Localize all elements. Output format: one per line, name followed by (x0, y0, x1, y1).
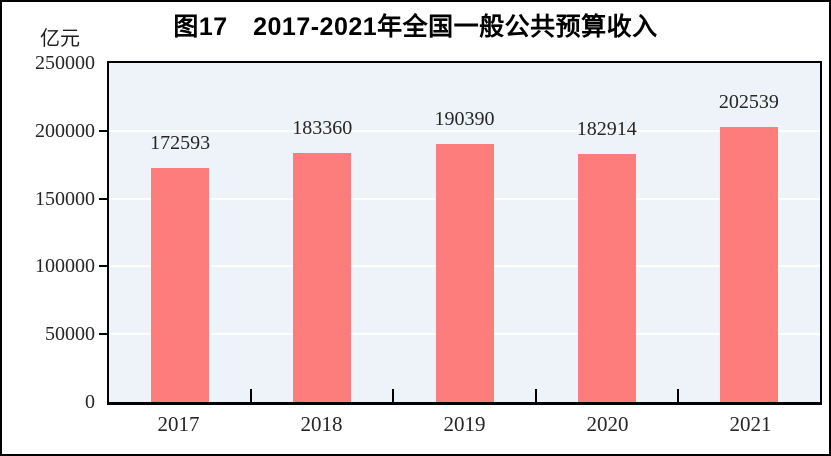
bar-2020 (577, 153, 636, 402)
x-axis-tick (392, 389, 395, 402)
x-axis-tick-label: 2017 (157, 412, 200, 436)
chart-title: 图17 2017-2021年全国一般公共预算收入 (173, 13, 658, 41)
y-axis-tick (99, 265, 107, 268)
y-axis-tick-label: 0 (85, 391, 95, 413)
y-axis-unit-label: 亿元 (40, 28, 80, 50)
x-axis-tick-labels: 2017 2018 2019 2020 2021 (107, 412, 822, 437)
x-axis-tick-label: 2020 (586, 412, 629, 436)
bar-2018 (293, 153, 352, 402)
bar-value-label: 172593 (150, 131, 211, 154)
bar-group-2021: 202539 (678, 63, 820, 402)
y-axis-tick-label: 50000 (45, 323, 95, 346)
x-axis-tick (534, 389, 537, 402)
bar-group-2017: 172593 (109, 63, 251, 402)
y-axis-tick-label: 200000 (35, 119, 95, 142)
y-axis-tick (99, 129, 107, 132)
bar-value-label: 190390 (434, 107, 495, 130)
bar-group-2020: 182914 (536, 63, 678, 402)
x-axis-tick-label: 2021 (729, 412, 772, 436)
y-axis-ticks (99, 63, 107, 402)
y-axis-tick (99, 197, 107, 200)
x-axis-tick-label: 2018 (300, 412, 343, 436)
plot-area: 172593 183360 190390 182914 202539 (107, 61, 822, 405)
gridline (109, 129, 820, 132)
bar-value-label: 182914 (576, 117, 637, 140)
bar-2017 (151, 167, 210, 402)
x-axis-tick (676, 389, 679, 402)
y-axis-tick-label: 150000 (35, 187, 95, 210)
x-axis-tick (250, 389, 253, 402)
x-axis-ticks (109, 63, 820, 402)
bar-2019 (435, 143, 494, 402)
bar-2021 (719, 127, 778, 402)
bar-group-2019: 190390 (393, 63, 535, 402)
y-axis-tick-labels: 0 50000 100000 150000 200000 250000 (2, 53, 95, 412)
x-axis-tick-label: 2019 (443, 412, 486, 436)
bar-value-label: 202539 (718, 91, 779, 114)
y-axis-tick-label: 250000 (35, 52, 95, 74)
bar-value-label: 183360 (292, 117, 353, 140)
y-axis-tick-label: 100000 (35, 255, 95, 278)
bar-series: 172593 183360 190390 182914 202539 (109, 63, 820, 402)
bar-group-2018: 183360 (251, 63, 393, 402)
y-axis-tick (99, 333, 107, 336)
